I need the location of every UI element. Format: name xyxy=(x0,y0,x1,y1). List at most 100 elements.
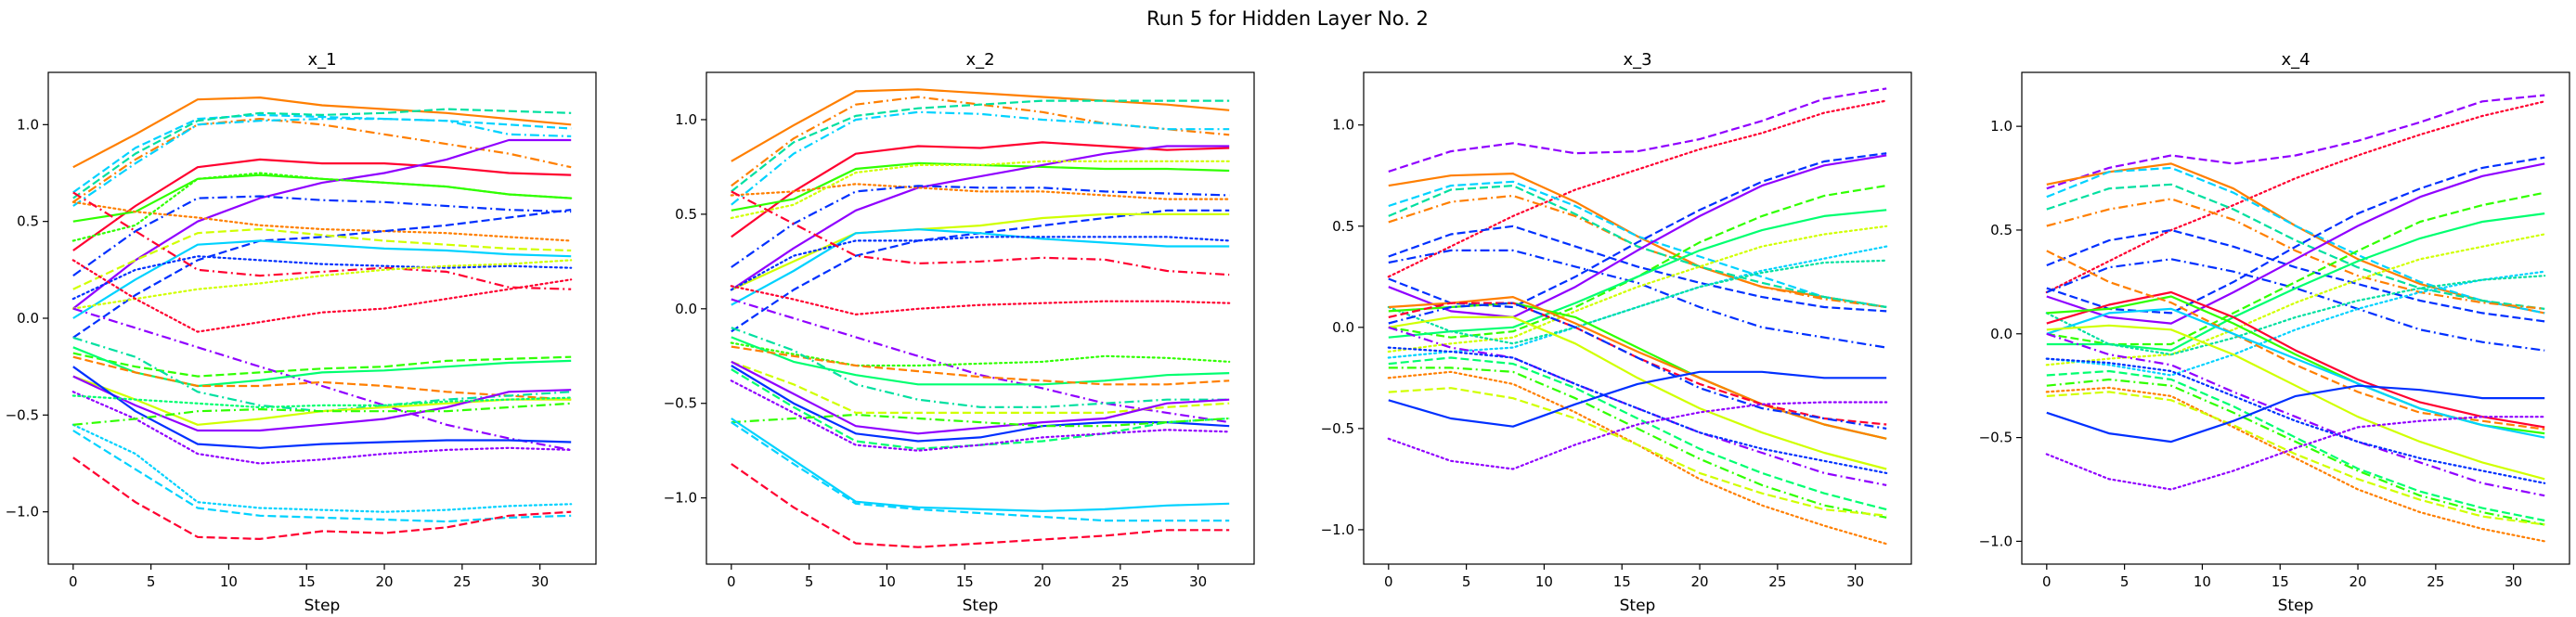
y-tick-label: 0.5 xyxy=(675,206,697,223)
subplot-x_1: 0 5 10 15 20 25 30 −1.0 −0.5 0.0 0.5 1.0 x_1 Step xyxy=(6,50,597,615)
series-line-22 xyxy=(72,355,572,401)
series-line-22 xyxy=(1387,346,1888,474)
series-line-15 xyxy=(731,190,1230,276)
x-axis-label: Step xyxy=(304,597,341,615)
x-tick-label: 30 xyxy=(1846,573,1864,590)
subplot-x_4: 0 5 10 15 20 25 30 −1.0 −0.5 0.0 0.5 1.0 x_4 Step xyxy=(1979,50,2570,615)
x-tick-label: 15 xyxy=(2272,573,2289,590)
series-line-15 xyxy=(72,227,572,290)
y-tick-label: 0.5 xyxy=(1332,218,1354,235)
x-tick-label: 10 xyxy=(220,573,238,590)
x-tick-label: 10 xyxy=(2194,573,2211,590)
series-line-21 xyxy=(731,327,1230,408)
series-line-12 xyxy=(731,212,1230,291)
series-line-1 xyxy=(731,88,1230,162)
x-tick-label: 20 xyxy=(2349,573,2366,590)
y-tick-label: −1.0 xyxy=(664,490,697,507)
series-line-15 xyxy=(1387,259,1888,345)
y-tick-label: −0.5 xyxy=(1321,420,1354,437)
y-tick-label: 1.0 xyxy=(1332,117,1354,134)
series-line-5 xyxy=(72,118,572,207)
series-line-11 xyxy=(71,172,573,242)
series-line-23 xyxy=(731,360,1230,435)
x-tick-label: 5 xyxy=(805,573,814,590)
series-line-19 xyxy=(1388,302,1887,430)
series-line-30 xyxy=(731,463,1230,548)
x-tick-label: 20 xyxy=(375,573,393,590)
series-line-14 xyxy=(71,255,573,301)
series-line-4 xyxy=(72,118,572,203)
y-tick-label: −1.0 xyxy=(1979,533,2013,549)
series-line-20 xyxy=(1388,315,1887,470)
series-line-8 xyxy=(730,183,1231,200)
series-line-28 xyxy=(731,418,1230,513)
series-line-1 xyxy=(72,96,572,169)
series-line-7 xyxy=(2046,228,2545,323)
x-tick-label: 25 xyxy=(1768,573,1786,590)
series-line-20 xyxy=(72,352,572,378)
series-line-8 xyxy=(1388,249,1887,349)
series-line-20 xyxy=(2046,324,2545,481)
series-line-16 xyxy=(72,191,572,290)
y-tick-label: 0.5 xyxy=(1990,222,2013,238)
series-group xyxy=(730,88,1231,548)
series-line-1 xyxy=(1388,87,1887,173)
series-line-26 xyxy=(2046,391,2545,526)
x-tick-label: 5 xyxy=(1462,573,1471,590)
series-line-30 xyxy=(71,391,573,465)
series-line-1 xyxy=(2046,94,2545,190)
x-tick-label: 0 xyxy=(2042,573,2052,590)
x-tick-label: 0 xyxy=(69,573,78,590)
y-tick-label: 1.0 xyxy=(1990,118,2013,135)
series-line-26 xyxy=(1388,387,1887,517)
y-tick-label: 0.0 xyxy=(675,301,697,317)
series-line-28 xyxy=(2045,416,2546,491)
series-line-27 xyxy=(1388,370,1887,428)
x-tick-label: 25 xyxy=(2427,573,2444,590)
x-tick-label: 0 xyxy=(727,573,736,590)
series-line-10 xyxy=(2046,156,2545,315)
axes-frame xyxy=(705,71,1255,565)
series-line-20 xyxy=(731,345,1230,386)
series-line-12 xyxy=(1388,209,1887,339)
series-line-2 xyxy=(1387,99,1888,278)
series-line-29 xyxy=(72,456,572,541)
series-line-24 xyxy=(731,365,1230,443)
series-line-8 xyxy=(72,138,572,310)
series-line-16 xyxy=(730,285,1231,315)
series-line-27 xyxy=(71,423,573,513)
x-tick-label: 5 xyxy=(147,573,156,590)
series-line-6 xyxy=(72,158,572,251)
series-group xyxy=(71,96,573,541)
x-tick-label: 15 xyxy=(298,573,316,590)
figure-suptitle: Run 5 for Hidden Layer No. 2 xyxy=(1146,7,1429,30)
x-tick-label: 15 xyxy=(956,573,974,590)
series-line-7 xyxy=(731,145,1230,291)
series-line-17 xyxy=(71,259,573,310)
y-tick-label: −1.0 xyxy=(1321,521,1354,538)
series-line-18 xyxy=(730,341,1231,367)
series-line-23 xyxy=(2046,369,2545,522)
x-tick-label: 30 xyxy=(2505,573,2522,590)
axes-frame xyxy=(2021,71,2570,565)
series-line-17 xyxy=(1388,296,1887,440)
series-line-27 xyxy=(2046,384,2545,443)
y-tick-label: 0.0 xyxy=(1990,326,2013,342)
series-line-26 xyxy=(72,366,572,449)
series-line-19 xyxy=(72,307,572,451)
series-line-32 xyxy=(72,402,572,426)
y-tick-label: −0.5 xyxy=(1979,430,2013,446)
series-line-9 xyxy=(72,195,572,276)
series-line-10 xyxy=(731,185,1230,268)
series-line-4 xyxy=(1388,180,1887,309)
series-line-6 xyxy=(1388,185,1887,309)
x-tick-label: 10 xyxy=(878,573,896,590)
subplot-x_2: 0 5 10 15 20 25 30 −1.0 −0.5 0.0 0.5 1.0 x_2 Step xyxy=(664,50,1255,615)
x-axis-label: Step xyxy=(963,597,999,615)
series-line-31 xyxy=(71,394,573,409)
series-line-29 xyxy=(731,421,1230,522)
series-line-10 xyxy=(1388,152,1887,309)
series-line-9 xyxy=(1388,154,1887,318)
x-axis-label: Step xyxy=(2278,597,2314,615)
